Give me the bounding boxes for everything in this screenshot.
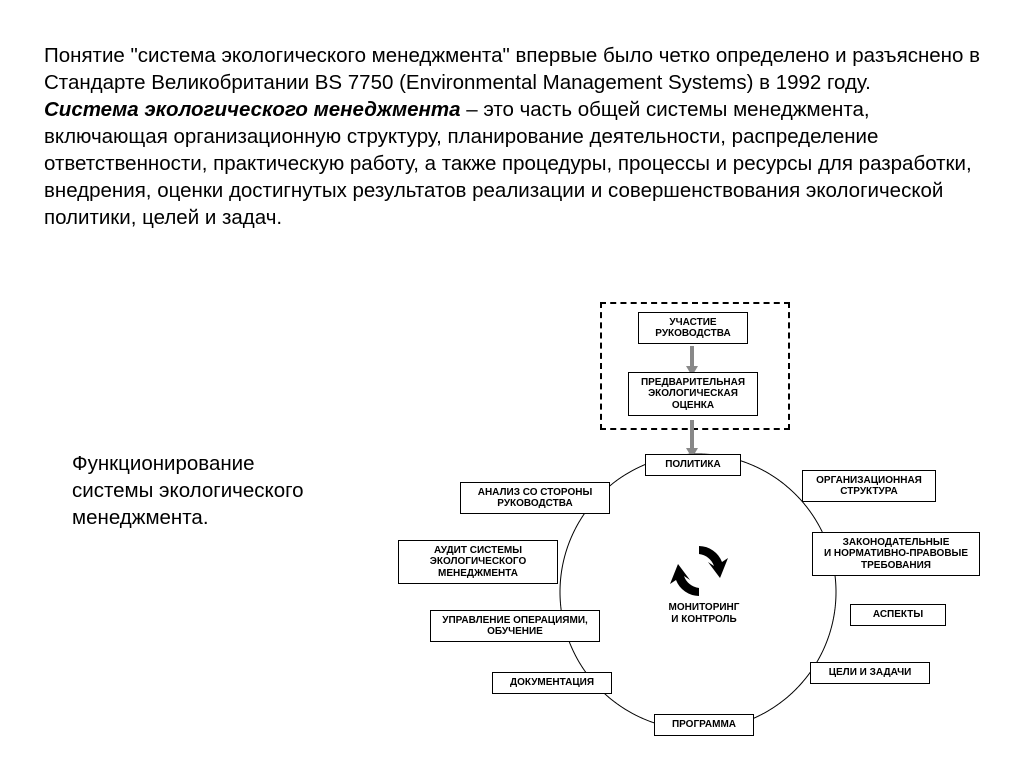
ems-cycle-diagram: МОНИТОРИНГИ КОНТРОЛЬ УЧАСТИЕРУКОВОДСТВА П…	[370, 302, 990, 762]
arrow-stem-0	[690, 346, 694, 366]
arrow-stem-1	[690, 420, 694, 448]
node-n_prog: ПРОГРАММА	[654, 714, 754, 736]
node-n_asp: АСПЕКТЫ	[850, 604, 946, 626]
node-n_aud: АУДИТ СИСТЕМЫЭКОЛОГИЧЕСКОГОМЕНЕДЖМЕНТА	[398, 540, 558, 584]
center-label: МОНИТОРИНГИ КОНТРОЛЬ	[654, 602, 754, 625]
node-n_org: ОРГАНИЗАЦИОННАЯСТРУКТУРА	[802, 470, 936, 502]
definition-term: Система экологического менеджмента	[44, 98, 461, 121]
cycle-arrows-icon	[668, 540, 730, 602]
node-n_zak: ЗАКОНОДАТЕЛЬНЫЕИ НОРМАТИВНО-ПРАВОВЫЕТРЕБ…	[812, 532, 980, 576]
intro-paragraph: Понятие "система экологического менеджме…	[44, 42, 984, 231]
node-n_anal: АНАЛИЗ СО СТОРОНЫРУКОВОДСТВА	[460, 482, 610, 514]
node-n_top1: УЧАСТИЕРУКОВОДСТВА	[638, 312, 748, 344]
node-n_doc: ДОКУМЕНТАЦИЯ	[492, 672, 612, 694]
node-n_top2: ПРЕДВАРИТЕЛЬНАЯЭКОЛОГИЧЕСКАЯОЦЕНКА	[628, 372, 758, 416]
diagram-caption: Функционирование системы экологического …	[72, 450, 332, 531]
intro-part1: Понятие "система экологического менеджме…	[44, 44, 980, 94]
node-n_pol: ПОЛИТИКА	[645, 454, 741, 476]
node-n_upr: УПРАВЛЕНИЕ ОПЕРАЦИЯМИ,ОБУЧЕНИЕ	[430, 610, 600, 642]
node-n_celi: ЦЕЛИ И ЗАДАЧИ	[810, 662, 930, 684]
